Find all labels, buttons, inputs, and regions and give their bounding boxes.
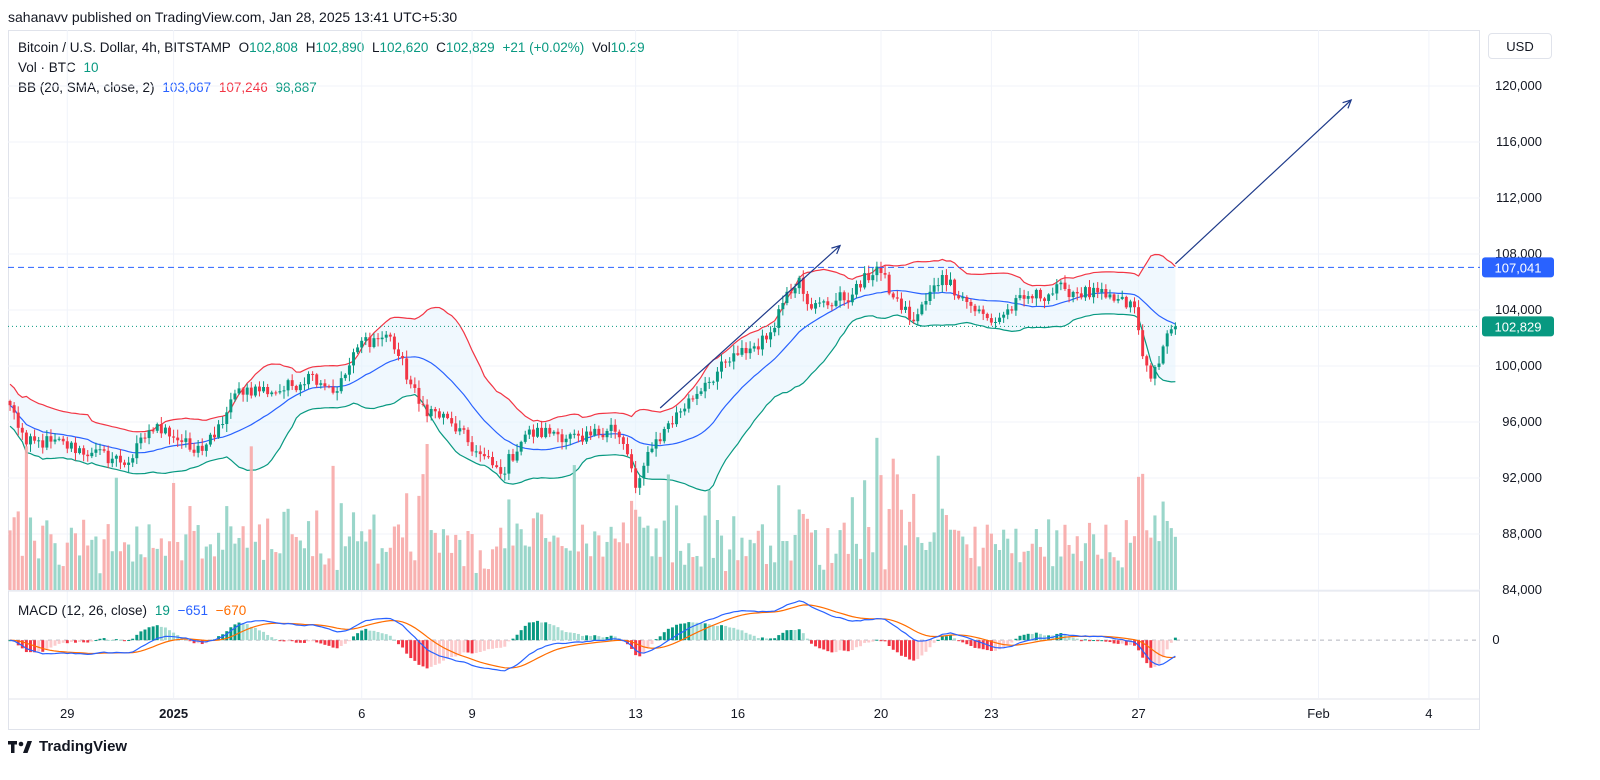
ohlc-close: 102,829 <box>445 40 495 55</box>
svg-text:107,041: 107,041 <box>1495 260 1542 275</box>
price-tick-label: 92,000 <box>1502 470 1542 485</box>
tradingview-brand[interactable]: TradingView <box>8 738 127 755</box>
macd-histogram-value: 19 <box>154 603 170 618</box>
macd-line-value: −651 <box>177 603 209 618</box>
published-line: sahanavv published on TradingView.com, J… <box>8 9 458 25</box>
resistance-price-label: 107,041 <box>1482 257 1554 278</box>
price-tick-label: 112,000 <box>1496 190 1542 205</box>
price-tick-label: 88,000 <box>1502 526 1542 541</box>
bb-upper-value: 107,246 <box>218 80 268 95</box>
price-tick-label: 84,000 <box>1502 582 1542 597</box>
bb-indicator-name[interactable]: BB (20, SMA, close, 2) <box>18 80 155 95</box>
ohlc-volume: 10.29 <box>610 40 645 55</box>
volume-indicator-name[interactable]: Vol · BTC <box>18 60 76 75</box>
ohlc-low: 102,620 <box>379 40 429 55</box>
ohlc-high-label: H <box>305 40 316 55</box>
price-tick-label: 120,000 <box>1495 78 1542 93</box>
volume-indicator-value: 10 <box>83 60 99 75</box>
svg-text:102,829: 102,829 <box>1495 319 1542 334</box>
price-tick-label: 108,000 <box>1495 246 1542 261</box>
ohlc-close-label: C <box>436 40 446 55</box>
last-price-label: 102,829 <box>1482 316 1554 337</box>
price-tick-label: 100,000 <box>1495 358 1542 373</box>
macd-indicator-name[interactable]: MACD (12, 26, close) <box>18 603 148 618</box>
symbol-title[interactable]: Bitcoin / U.S. Dollar, 4h, BITSTAMP <box>18 40 231 55</box>
macd-signal-value: −670 <box>215 603 247 618</box>
bb-legend: BB (20, SMA, close, 2) 103,067 107,246 9… <box>18 80 321 95</box>
ohlc-high: 102,890 <box>315 40 365 55</box>
volume-legend: Vol · BTC 10 <box>18 60 103 75</box>
bb-lower-value: 98,887 <box>275 80 317 95</box>
ohlc-volume-label: Vol <box>592 40 611 55</box>
macd-legend: MACD (12, 26, close) 19 −651 −670 <box>18 603 250 618</box>
tradingview-logo-icon <box>8 740 32 753</box>
price-axis[interactable]: 84,000 88,000 92,000 96,000 100,000 104,000 10… <box>1482 78 1554 647</box>
macd-tick-label: 0 <box>1492 632 1499 647</box>
ohlc-open-label: O <box>238 40 250 55</box>
ohlc-change: +21 (+0.02%) <box>502 40 585 55</box>
chart-frame <box>8 30 1480 730</box>
price-tick-label: 104,000 <box>1495 302 1542 317</box>
symbol-legend: Bitcoin / U.S. Dollar, 4h, BITSTAMP O102… <box>18 40 649 55</box>
price-tick-label: 96,000 <box>1502 414 1542 429</box>
tradingview-brand-label: TradingView <box>39 738 128 755</box>
ohlc-open: 102,808 <box>249 40 298 55</box>
currency-button[interactable]: USD <box>1488 33 1552 59</box>
price-tick-label: 116,000 <box>1496 134 1542 149</box>
bb-basis-value: 103,067 <box>162 80 212 95</box>
ohlc-low-label: L <box>372 40 380 55</box>
